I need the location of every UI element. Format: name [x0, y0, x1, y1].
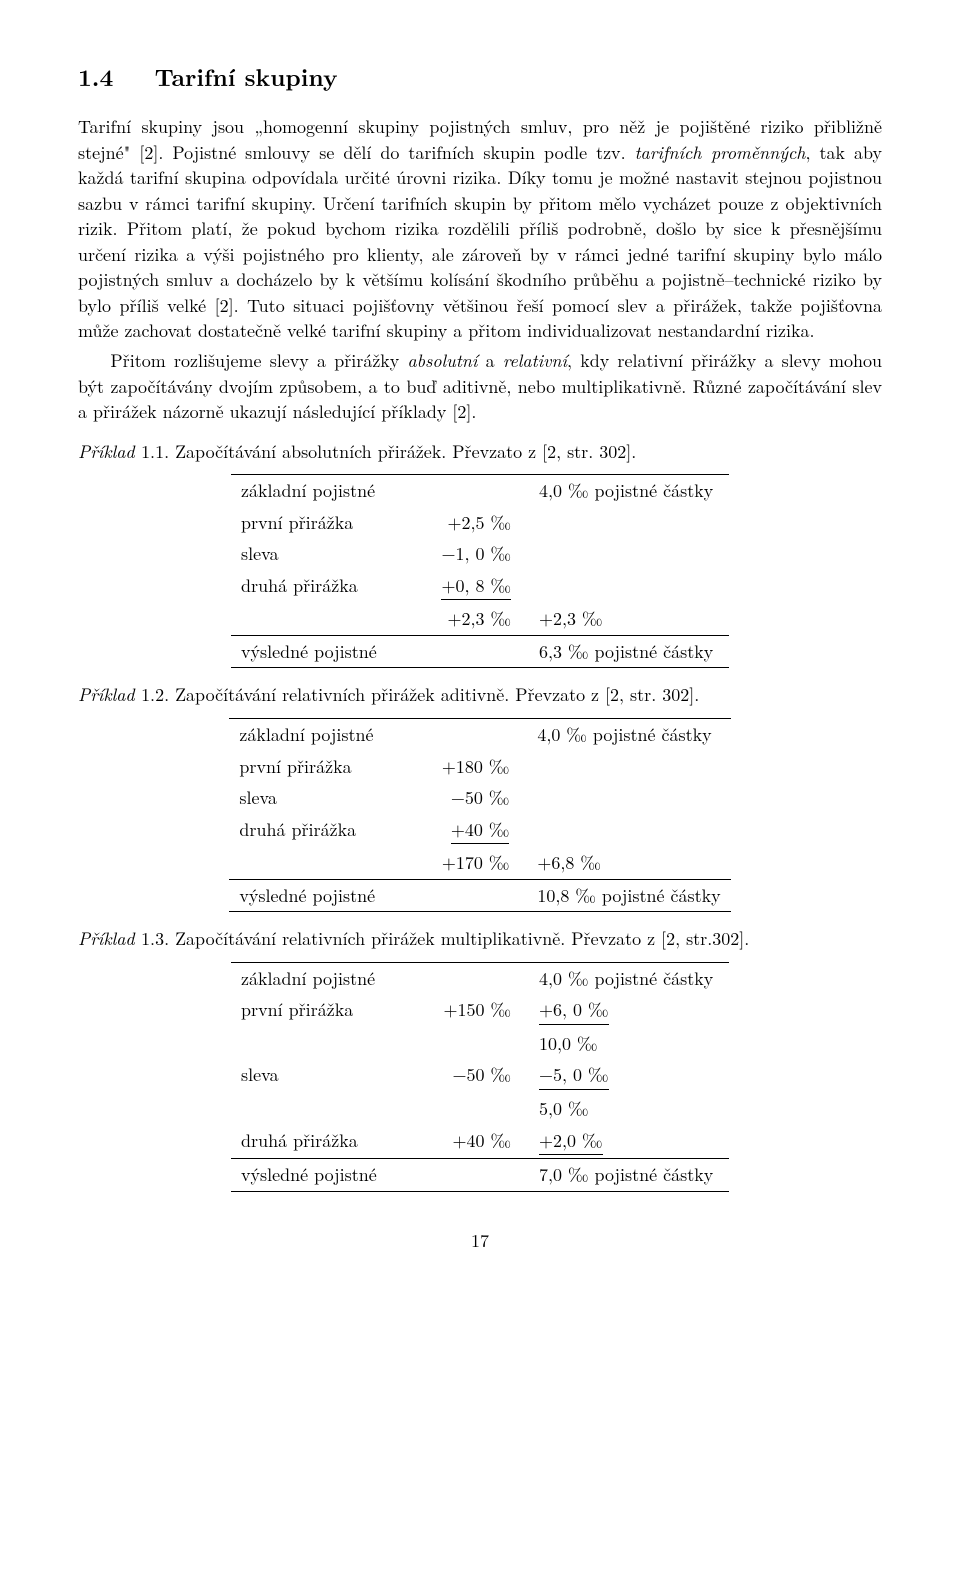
- table-row: první přirážka +180 ‰: [229, 751, 730, 783]
- table-row: výsledné pojistné 6,3 ‰ pojistné částky: [231, 635, 729, 668]
- table-row: druhá přirážka +40 ‰ +2,0 ‰: [231, 1125, 729, 1159]
- example-1-label: Příklad 1.1. Započítávání absolutních př…: [78, 439, 882, 465]
- example-3-table: základní pojistné 4,0 ‰ pojistné částky …: [231, 962, 729, 1192]
- table-row: sleva −50 ‰: [229, 782, 730, 814]
- term-relativni: relativní: [503, 348, 567, 373]
- page-number: 17: [78, 1228, 882, 1254]
- table-row: druhá přirážka +40 ‰: [229, 814, 730, 848]
- table-row: druhá přirážka +0, 8 ‰: [231, 570, 729, 604]
- term-absolutni: absolutní: [408, 348, 478, 373]
- paragraph-2: Přitom rozlišujeme slevy a přirážky abso…: [78, 348, 882, 425]
- table-row: sleva −50 ‰ −5, 0 ‰: [231, 1059, 729, 1093]
- table-row: výsledné pojistné 10,8 ‰ pojistné částky: [229, 879, 730, 912]
- table-row: výsledné pojistné 7,0 ‰ pojistné částky: [231, 1159, 729, 1192]
- table-row: 10,0 ‰: [231, 1028, 729, 1060]
- example-1-table: základní pojistné 4,0 ‰ pojistné částky …: [231, 474, 729, 668]
- section-number: 1.4: [78, 60, 113, 94]
- table-row: 5,0 ‰: [231, 1093, 729, 1125]
- table-row: základní pojistné 4,0 ‰ pojistné částky: [231, 475, 729, 507]
- table-row: +170 ‰ +6,8 ‰: [229, 847, 730, 879]
- table-row: +2,3 ‰ +2,3 ‰: [231, 603, 729, 635]
- example-2-table: základní pojistné 4,0 ‰ pojistné částky …: [229, 718, 730, 912]
- example-3-label: Příklad 1.3. Započítávání relativních př…: [78, 926, 882, 952]
- table-row: základní pojistné 4,0 ‰ pojistné částky: [231, 962, 729, 994]
- example-2-label: Příklad 1.2. Započítávání relativních př…: [78, 682, 882, 708]
- paragraph-1: Tarifní skupiny jsou „homogenní skupiny …: [78, 114, 882, 344]
- table-row: základní pojistné 4,0 ‰ pojistné částky: [229, 719, 730, 751]
- term-tarifnich-promennych: tarifních proměnných: [635, 140, 806, 165]
- table-row: první přirážka +150 ‰ +6, 0 ‰: [231, 994, 729, 1028]
- section-heading: 1.4 Tarifní skupiny: [78, 60, 882, 94]
- table-row: první přirážka +2,5 ‰: [231, 507, 729, 539]
- table-row: sleva −1, 0 ‰: [231, 538, 729, 570]
- section-title: Tarifní skupiny: [155, 60, 338, 94]
